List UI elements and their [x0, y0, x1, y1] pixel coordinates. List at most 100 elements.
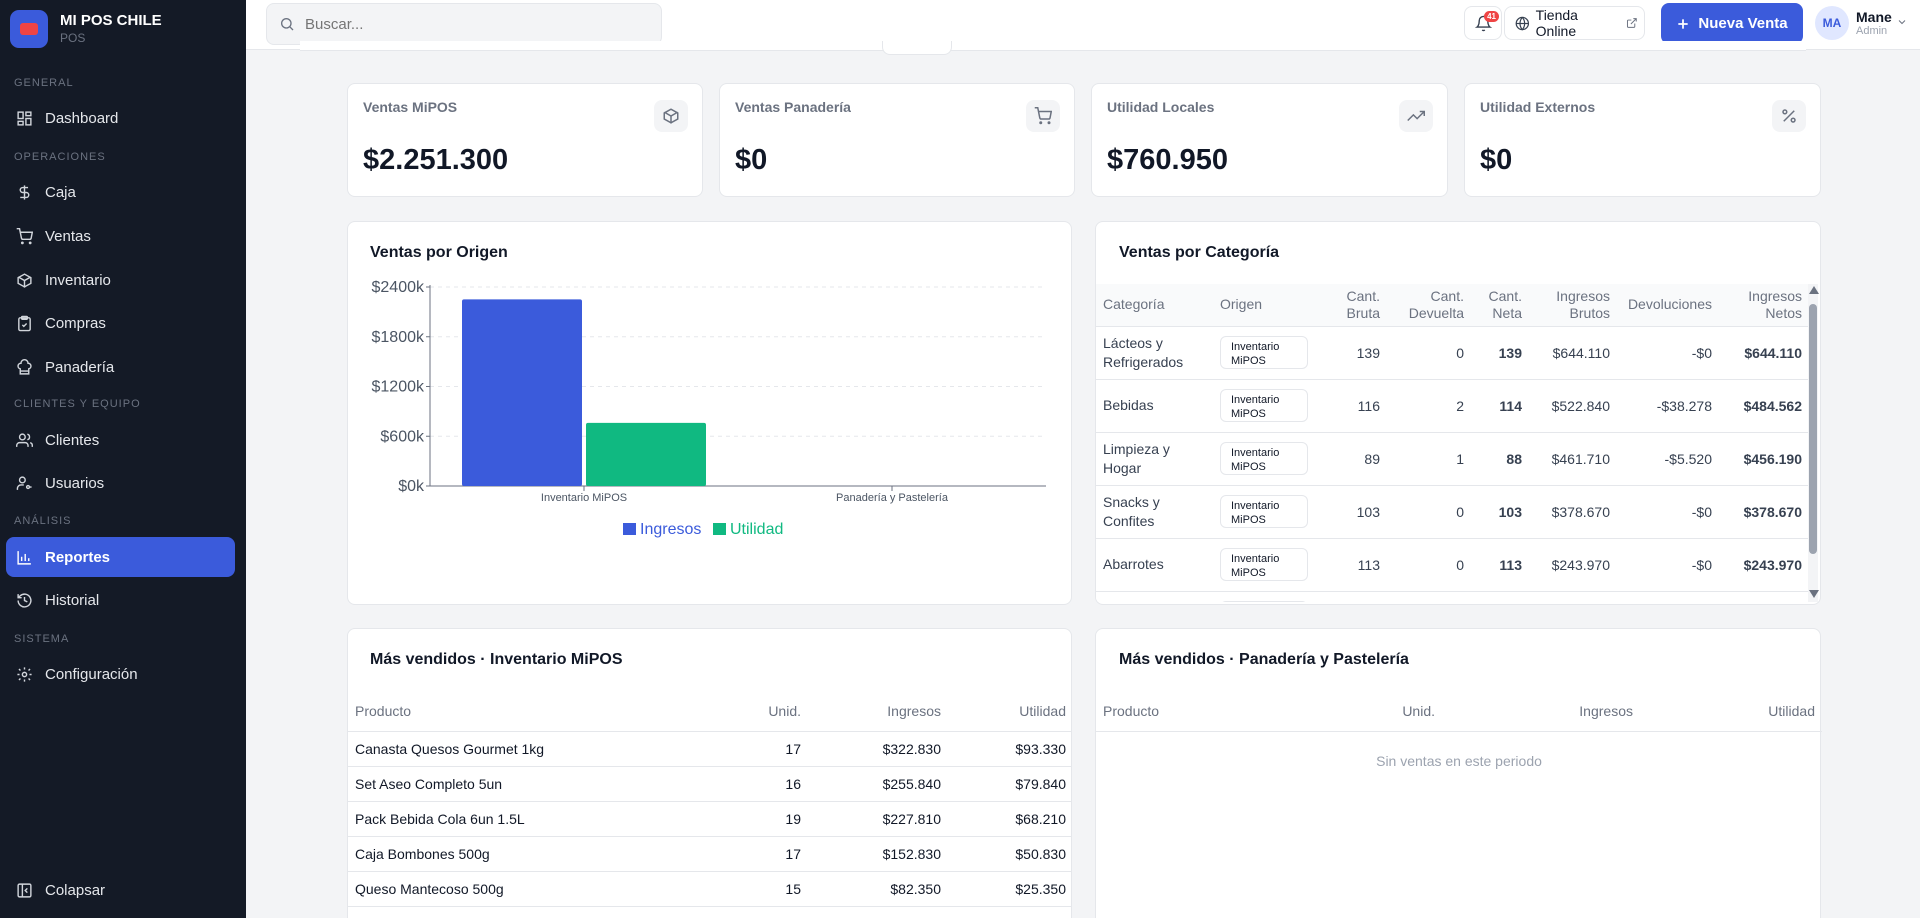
category-table-viewport[interactable]: Categoría Origen Cant. Bruta Cant. Devuelt…: [1096, 284, 1808, 602]
origin-cell: Inventario MiPOS: [1214, 431, 1324, 485]
online-store-link[interactable]: Tienda Online: [1504, 6, 1645, 40]
scrollbar[interactable]: [1808, 284, 1819, 602]
bar-chart-icon: [17, 550, 31, 565]
revenue: $322.830: [808, 730, 948, 766]
table-row[interactable]: Limpieza y Hogar Inventario MiPOS 89 1 88 $461.…: [1096, 431, 1808, 485]
sidebar-item-label: Usuarios: [45, 474, 105, 492]
ingresos-brutos: $378.670: [1528, 484, 1616, 538]
sidebar-item-historial[interactable]: Historial: [6, 580, 235, 620]
sidebar: MI POS CHILE POS GENERAL Dashboard OPERA…: [0, 0, 246, 918]
revenue: $227.810: [808, 800, 948, 836]
table-row[interactable]: Caja Bombones 500g 17 $152.830 $50.830: [348, 835, 1071, 871]
table-row[interactable]: Canasta Quesos Gourmet 1kg 17 $322.830 $93.…: [348, 730, 1071, 766]
sidebar-item-caja[interactable]: Caja: [6, 172, 235, 212]
col-header: Cant. Bruta: [1346, 287, 1380, 321]
category-name: Lácteos y Refrigerados: [1096, 325, 1214, 379]
col-header: Unid.: [1402, 703, 1435, 719]
gear-icon: [17, 666, 32, 682]
y-tick-label: $2400k: [372, 279, 425, 296]
qty-neta: 88: [1470, 431, 1528, 485]
col-header: Origen: [1220, 296, 1263, 313]
revenue: $82.350: [808, 870, 948, 906]
chevron-down-icon[interactable]: [1896, 16, 1908, 28]
y-tick-label: $1800k: [372, 329, 425, 346]
bar-ingresos: [462, 299, 582, 486]
history-icon: [17, 592, 32, 608]
kpi-value: $0: [735, 144, 768, 176]
y-tick-label: $600k: [380, 428, 425, 445]
sidebar-item-clientes[interactable]: Clientes: [6, 420, 235, 460]
table-row[interactable]: Huevos 12un20$65.800$23.800: [348, 905, 1071, 918]
dashboard-icon: [17, 110, 32, 126]
section-clientes: CLIENTES Y EQUIPO: [14, 398, 141, 410]
online-label: Tienda Online: [1535, 7, 1578, 39]
sidebar-item-dashboard[interactable]: Dashboard: [6, 98, 235, 138]
scroll-down-arrow[interactable]: [1809, 590, 1819, 598]
col-header: Ingresos Brutos: [1556, 287, 1610, 321]
qty-neta: 139: [1470, 325, 1528, 379]
collapse-button[interactable]: Colapsar: [6, 870, 235, 910]
top-products-panaderia-card: Más vendidos · Panadería y Pastelería Pr…: [1095, 628, 1822, 918]
table-row[interactable]: Bebidas Inventario MiPOS 116 2 114 $522.840 -$3…: [1096, 378, 1808, 432]
sidebar-item-label: Caja: [45, 183, 76, 201]
ingresos-brutos: $243.970: [1528, 537, 1616, 591]
scrollbar-thumb[interactable]: [1809, 304, 1817, 554]
box-icon: [654, 100, 688, 132]
profit: $79.840: [948, 765, 1071, 801]
origin-badge: Inventario MiPOS: [1220, 548, 1308, 581]
col-header: Utilidad: [1019, 702, 1066, 719]
sidebar-item-label: Clientes: [45, 431, 100, 449]
qty-devuelta: 0: [1386, 325, 1470, 379]
search-box[interactable]: [266, 3, 662, 45]
ingresos-netos: $378.670: [1718, 484, 1808, 538]
table-row[interactable]: Set Aseo Completo 5un 16 $255.840 $79.840: [348, 765, 1071, 801]
col-header: Categoría: [1103, 296, 1165, 313]
user-name[interactable]: Mane: [1856, 9, 1892, 25]
revenue: $152.830: [808, 835, 948, 871]
brand-name: MI POS CHILE: [60, 12, 162, 29]
qty-bruta: 116: [1324, 378, 1386, 432]
kpi-title: Ventas Panadería: [735, 99, 851, 115]
brand[interactable]: MI POS CHILE POS: [10, 10, 162, 48]
sidebar-item-compras[interactable]: Compras: [6, 303, 235, 343]
col-header: Devoluciones: [1627, 296, 1712, 313]
table-row[interactable]: Abarrotes Inventario MiPOS 113 0 113 $243.970-…: [1096, 537, 1808, 591]
table-row[interactable]: Pack Bebida Cola 6un 1.5L 19 $227.810 $68.2…: [348, 800, 1071, 836]
qty-bruta: 89: [1324, 431, 1386, 485]
revenue: $65.800: [808, 905, 948, 918]
sidebar-item-panaderia[interactable]: Panadería: [6, 347, 235, 387]
devoluciones: -$0: [1616, 484, 1718, 538]
qty-neta: 113: [1470, 537, 1528, 591]
table-row[interactable]: Queso Mantecoso 500g 15 $82.350 $25.350: [348, 870, 1071, 906]
units: 16: [708, 765, 808, 801]
qty-bruta: [1324, 590, 1386, 602]
col-header: Cant. Neta: [1488, 287, 1522, 321]
profit: $68.210: [948, 800, 1071, 836]
card-title: Más vendidos · Panadería y Pastelería: [1119, 651, 1409, 668]
devoluciones: [1616, 590, 1718, 602]
sidebar-item-configuracion[interactable]: Configuración: [6, 654, 235, 694]
origin-badge: Inventario MiPOS: [1220, 336, 1308, 369]
sidebar-item-inventario[interactable]: Inventario: [6, 260, 235, 300]
table-row[interactable]: Lácteos y Refrigerados Inventario MiPOS 139 0…: [1096, 325, 1808, 379]
scroll-up-arrow[interactable]: [1809, 286, 1819, 294]
bell-icon: [1474, 15, 1492, 31]
card-title: Más vendidos · Inventario MiPOS: [370, 651, 623, 668]
profit: $23.800: [948, 905, 1071, 918]
search-input[interactable]: [305, 15, 645, 33]
sidebar-item-label: Reportes: [45, 548, 111, 566]
qty-bruta: 139: [1324, 325, 1386, 379]
sidebar-item-usuarios[interactable]: Usuarios: [6, 463, 235, 503]
notifications-button[interactable]: 41: [1464, 6, 1502, 40]
clipboard-icon: [18, 315, 31, 331]
section-general: GENERAL: [14, 77, 74, 89]
product-name: Canasta Quesos Gourmet 1kg: [348, 730, 708, 766]
sidebar-item-ventas[interactable]: Ventas: [6, 216, 235, 256]
table-row[interactable]: Snacks y Confites Inventario MiPOS 103 0 103 $3…: [1096, 484, 1808, 538]
new-sale-button[interactable]: Nueva Venta: [1661, 3, 1803, 44]
table-row[interactable]: miposISin Inventario: [1096, 590, 1808, 602]
avatar[interactable]: MA: [1815, 6, 1849, 40]
col-header: Ingresos: [887, 702, 941, 719]
globe-icon: [1515, 16, 1530, 31]
sidebar-item-reportes[interactable]: Reportes: [6, 537, 235, 577]
